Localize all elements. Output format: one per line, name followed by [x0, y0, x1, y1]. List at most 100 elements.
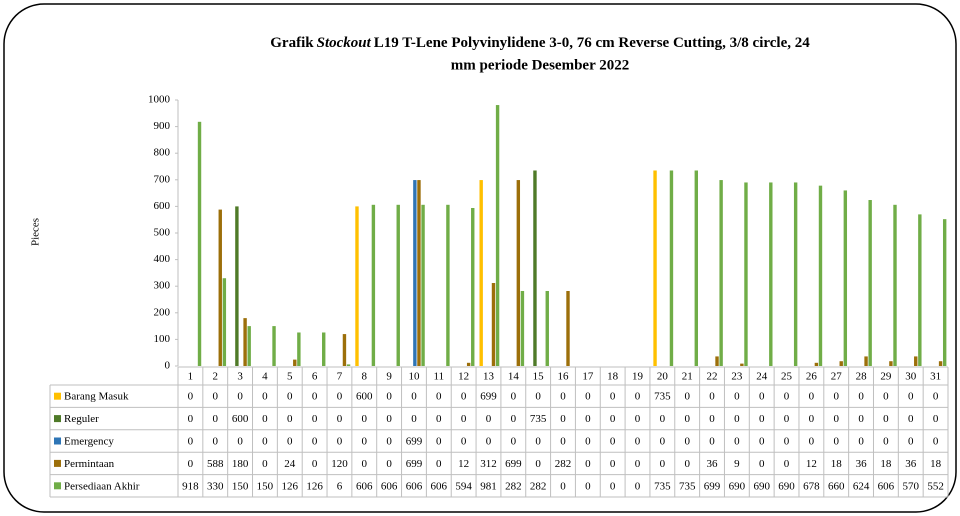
bar: [893, 204, 897, 366]
table-value: 0: [635, 480, 641, 492]
table-value: 606: [406, 480, 423, 492]
table-value: 36: [707, 458, 719, 470]
table-value: 120: [331, 458, 348, 470]
table-value: 36: [856, 458, 868, 470]
table-value: 690: [778, 480, 795, 492]
y-tick-label: 900: [154, 120, 171, 132]
chart-title: Grafik Stockout L19 T-Lene Polyvinylidene …: [270, 35, 810, 51]
table-value: 0: [337, 413, 343, 425]
bar: [694, 170, 698, 366]
table-value: 0: [833, 413, 839, 425]
title-part: Grafik: [270, 35, 314, 51]
bar: [715, 356, 719, 366]
bar: [235, 206, 239, 366]
x-tick-label: 24: [756, 371, 768, 383]
table-value: 9: [734, 458, 740, 470]
bar: [864, 356, 868, 366]
x-tick-label: 4: [262, 371, 268, 383]
bar: [413, 180, 417, 366]
table-value: 0: [237, 391, 243, 403]
table-value: 624: [853, 480, 870, 492]
table-value: 0: [386, 413, 392, 425]
table-value: 594: [455, 480, 472, 492]
table-value: 18: [880, 458, 892, 470]
table-value: 552: [927, 480, 944, 492]
bar: [421, 204, 425, 366]
table-value: 0: [759, 458, 765, 470]
table-value: 0: [660, 436, 666, 448]
table-value: 0: [411, 413, 417, 425]
bar: [491, 283, 496, 366]
legend-label: Emergency: [64, 436, 114, 448]
x-tick-label: 1: [188, 371, 194, 383]
bar: [793, 182, 798, 366]
x-tick-label: 27: [831, 371, 843, 383]
bar: [719, 180, 723, 366]
x-tick-label: 29: [880, 371, 892, 383]
table-value: 0: [436, 436, 442, 448]
table-value: 678: [803, 480, 820, 492]
table-value: 735: [654, 480, 671, 492]
table-value: 0: [535, 391, 541, 403]
table-value: 0: [809, 436, 815, 448]
table-value: 0: [213, 413, 219, 425]
table-value: 12: [806, 458, 817, 470]
bar: [914, 356, 918, 366]
x-tick-label: 8: [362, 371, 368, 383]
y-tick-label: 500: [154, 227, 171, 239]
table-value: 735: [530, 413, 547, 425]
table-value: 0: [635, 413, 641, 425]
bar: [346, 364, 351, 366]
table-value: 0: [635, 436, 641, 448]
table-value: 0: [461, 391, 467, 403]
legend-label: Persediaan Akhir: [64, 480, 140, 492]
table-value: 330: [207, 480, 224, 492]
y-tick-label: 1000: [148, 94, 171, 106]
table-value: 0: [709, 413, 715, 425]
table-value: 0: [809, 391, 815, 403]
bar: [653, 170, 657, 366]
table-value: 0: [287, 413, 293, 425]
x-tick-label: 22: [707, 371, 718, 383]
x-tick-label: 30: [905, 371, 917, 383]
table-value: 0: [635, 458, 641, 470]
bar: [417, 180, 421, 366]
y-tick-label: 700: [154, 173, 171, 185]
bar: [342, 334, 347, 366]
x-tick-label: 2: [213, 371, 219, 383]
x-tick-label: 16: [558, 371, 570, 383]
table-value: 0: [684, 413, 690, 425]
table-value: 0: [610, 480, 616, 492]
table-value: 0: [511, 413, 517, 425]
table-value: 606: [431, 480, 448, 492]
table-value: 0: [858, 391, 864, 403]
table-value: 0: [759, 413, 765, 425]
table-value: 0: [858, 413, 864, 425]
table-value: 735: [654, 391, 671, 403]
table-value: 0: [759, 436, 765, 448]
bar: [942, 219, 947, 366]
x-tick-label: 23: [731, 371, 743, 383]
table-value: 0: [386, 436, 392, 448]
table-value: 0: [784, 413, 790, 425]
table-value: 0: [560, 391, 566, 403]
bar: [516, 180, 521, 366]
x-tick-label: 25: [781, 371, 793, 383]
table-value: 0: [858, 436, 864, 448]
table-value: 0: [461, 413, 467, 425]
table-value: 0: [833, 436, 839, 448]
table-value: 0: [312, 436, 318, 448]
table-value: 126: [282, 480, 299, 492]
table-value: 126: [306, 480, 323, 492]
table-value: 0: [784, 391, 790, 403]
table-value: 0: [312, 458, 318, 470]
table-value: 0: [833, 391, 839, 403]
table-value: 0: [684, 458, 690, 470]
bar: [247, 326, 251, 366]
x-tick-label: 7: [337, 371, 343, 383]
title-part: Stockout: [317, 35, 372, 51]
bar: [466, 362, 471, 366]
table-value: 0: [362, 458, 368, 470]
table-value: 6: [337, 480, 343, 492]
bar: [533, 170, 537, 366]
